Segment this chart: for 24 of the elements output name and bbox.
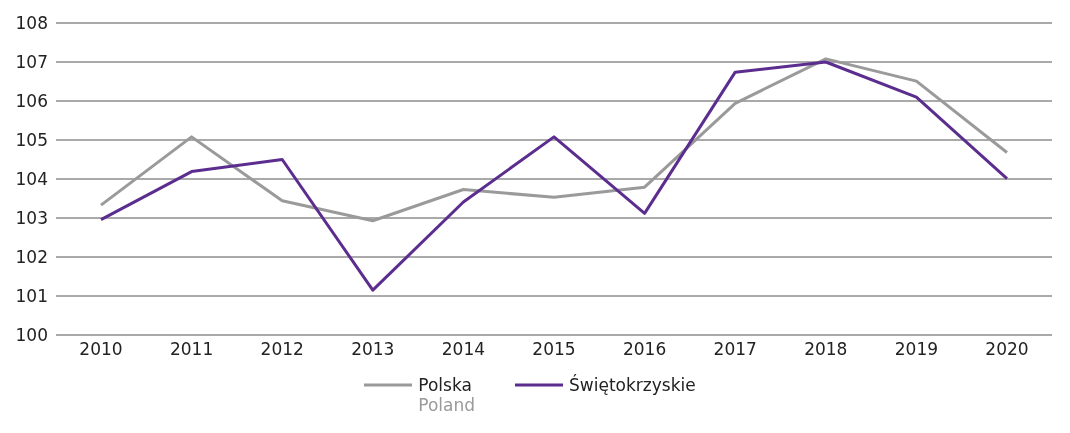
y-tick-label: 108 — [15, 13, 48, 34]
x-tick-label: 2017 — [713, 339, 757, 360]
x-tick-label: 2015 — [532, 339, 576, 360]
x-tick-label: 2014 — [441, 339, 486, 360]
y-tick-label: 101 — [15, 286, 48, 307]
y-tick-label: 104 — [15, 169, 48, 190]
x-tick-label: 2011 — [169, 339, 214, 360]
x-tick-label: 2020 — [985, 339, 1029, 360]
x-tick-label: 2019 — [894, 339, 939, 360]
x-tick-label: 2013 — [351, 339, 395, 360]
line-series — [99, 60, 1009, 292]
x-tick-label: 2012 — [260, 339, 304, 360]
y-tick-label: 102 — [15, 247, 48, 268]
x-tick-label: 2010 — [79, 339, 123, 360]
y-tick-label: 103 — [15, 208, 48, 229]
y-tick-label: 106 — [15, 91, 48, 112]
y-tick-label: 100 — [15, 325, 48, 346]
line-series — [99, 57, 1009, 223]
y-tick-label: 105 — [15, 130, 48, 151]
x-tick-label: 2018 — [804, 339, 848, 360]
x-tick-label: 2016 — [622, 339, 667, 360]
legend-label: Polska Poland — [418, 375, 476, 415]
y-tick-label: 107 — [15, 52, 48, 73]
legend-label: Świętokrzyskie — [569, 375, 696, 395]
